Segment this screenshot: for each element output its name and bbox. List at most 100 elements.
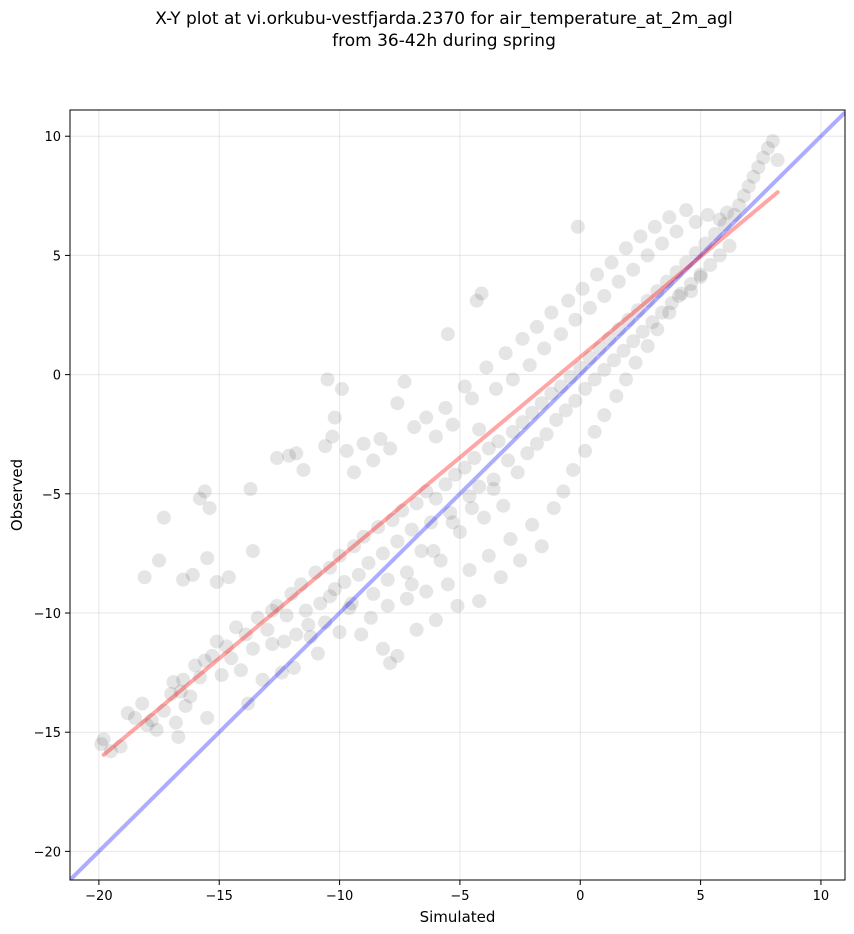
scatter-point bbox=[135, 696, 150, 711]
scatter-point bbox=[650, 284, 665, 299]
y-tick-label: −5 bbox=[42, 488, 61, 503]
scatter-point bbox=[250, 610, 265, 625]
scatter-point bbox=[399, 565, 414, 580]
scatter-point bbox=[539, 427, 554, 442]
scatter-point bbox=[770, 153, 785, 168]
scatter-point bbox=[94, 737, 109, 752]
scatter-point bbox=[553, 327, 568, 342]
scatter-point bbox=[486, 472, 501, 487]
scatter-point bbox=[611, 322, 626, 337]
scatter-point bbox=[604, 255, 619, 270]
scatter-point bbox=[618, 241, 633, 256]
scatter-point bbox=[655, 305, 670, 320]
scatter-point bbox=[590, 267, 605, 282]
scatter-point bbox=[289, 627, 304, 642]
scatter-point bbox=[188, 658, 203, 673]
scatter-point bbox=[727, 207, 742, 222]
scatter-point bbox=[407, 420, 422, 435]
scatter-point bbox=[510, 465, 525, 480]
scatter-point bbox=[318, 615, 333, 630]
scatter-point bbox=[700, 207, 715, 222]
scatter-point bbox=[397, 374, 412, 389]
scatter-point bbox=[736, 188, 751, 203]
scatter-point bbox=[597, 408, 612, 423]
y-tick-label: 10 bbox=[44, 130, 61, 145]
chart-title: X-Y plot at vi.orkubu-vestfjarda.2370 fo… bbox=[0, 8, 854, 52]
scatter-point bbox=[679, 255, 694, 270]
scatter-point bbox=[166, 675, 181, 690]
x-tick-label: 0 bbox=[576, 889, 584, 904]
scatter-point bbox=[505, 424, 520, 439]
y-tick-label: 0 bbox=[53, 369, 61, 384]
scatter-point bbox=[197, 484, 212, 499]
axis-ticks: −20 −15 −10 −5 0 5 10 −20 −15 −10 −5 0 5 10 bbox=[34, 130, 830, 904]
scatter-point bbox=[176, 572, 191, 587]
scatter-point bbox=[209, 634, 224, 649]
scatter-point bbox=[282, 448, 297, 463]
scatter-point bbox=[662, 210, 677, 225]
scatter-point bbox=[450, 598, 465, 613]
scatter-point bbox=[440, 327, 455, 342]
scatter-point bbox=[443, 505, 458, 520]
scatter-point bbox=[513, 553, 528, 568]
scatter-point bbox=[568, 312, 583, 327]
scatter-point bbox=[631, 303, 646, 318]
scatter-point bbox=[385, 513, 400, 528]
reference-lines bbox=[70, 110, 845, 880]
scatter-point bbox=[219, 639, 234, 654]
scatter-point bbox=[635, 324, 650, 339]
scatter-point bbox=[152, 553, 167, 568]
scatter-point bbox=[582, 350, 597, 365]
scatter-point bbox=[474, 286, 489, 301]
scatter-point bbox=[137, 570, 152, 585]
scatter-point bbox=[428, 491, 443, 506]
scatter-point bbox=[334, 381, 349, 396]
scatter-point bbox=[462, 489, 477, 504]
scatter-point bbox=[693, 269, 708, 284]
scatter-point bbox=[679, 203, 694, 218]
x-tick-label: 5 bbox=[696, 889, 704, 904]
scatter-point bbox=[626, 262, 641, 277]
scatter-point bbox=[361, 555, 376, 570]
scatter-point bbox=[683, 277, 698, 292]
scatter-point bbox=[332, 625, 347, 640]
scatter-point bbox=[457, 379, 472, 394]
scatter-point bbox=[168, 715, 183, 730]
scatter-point bbox=[229, 620, 244, 635]
scatter-point bbox=[708, 226, 723, 241]
scatter-point bbox=[241, 696, 256, 711]
scatter-point bbox=[515, 331, 530, 346]
scatter-point bbox=[205, 648, 220, 663]
scatter-point bbox=[200, 551, 215, 566]
scatter-point bbox=[515, 415, 530, 430]
scatter-point bbox=[674, 286, 689, 301]
scatter-point bbox=[284, 586, 299, 601]
scatter-point bbox=[173, 684, 188, 699]
scatter-point bbox=[113, 739, 128, 754]
scatter-point bbox=[669, 265, 684, 280]
scatter-point bbox=[255, 672, 270, 687]
scatter-point bbox=[342, 601, 357, 616]
scatter-point bbox=[722, 238, 737, 253]
scatter-point bbox=[741, 179, 756, 194]
y-tick-label: −20 bbox=[34, 845, 61, 860]
x-axis-label: Simulated bbox=[420, 908, 496, 926]
scatter-point bbox=[371, 520, 386, 535]
scatter-point bbox=[339, 443, 354, 458]
scatter-point bbox=[419, 584, 434, 599]
scatter-point bbox=[277, 634, 292, 649]
scatter-point bbox=[318, 439, 333, 454]
x-tick-label: −20 bbox=[85, 889, 112, 904]
scatter-point bbox=[354, 627, 369, 642]
scatter-point bbox=[265, 636, 280, 651]
y-axis-label: Observed bbox=[8, 459, 26, 531]
scatter-point bbox=[445, 417, 460, 432]
scatter-point bbox=[602, 331, 617, 346]
scatter-point bbox=[621, 312, 636, 327]
scatter-point bbox=[628, 355, 643, 370]
scatter-point bbox=[486, 482, 501, 497]
scatter-point bbox=[732, 198, 747, 213]
scatter-point bbox=[688, 246, 703, 261]
scatter-point bbox=[703, 257, 718, 272]
scatter-point bbox=[197, 653, 212, 668]
